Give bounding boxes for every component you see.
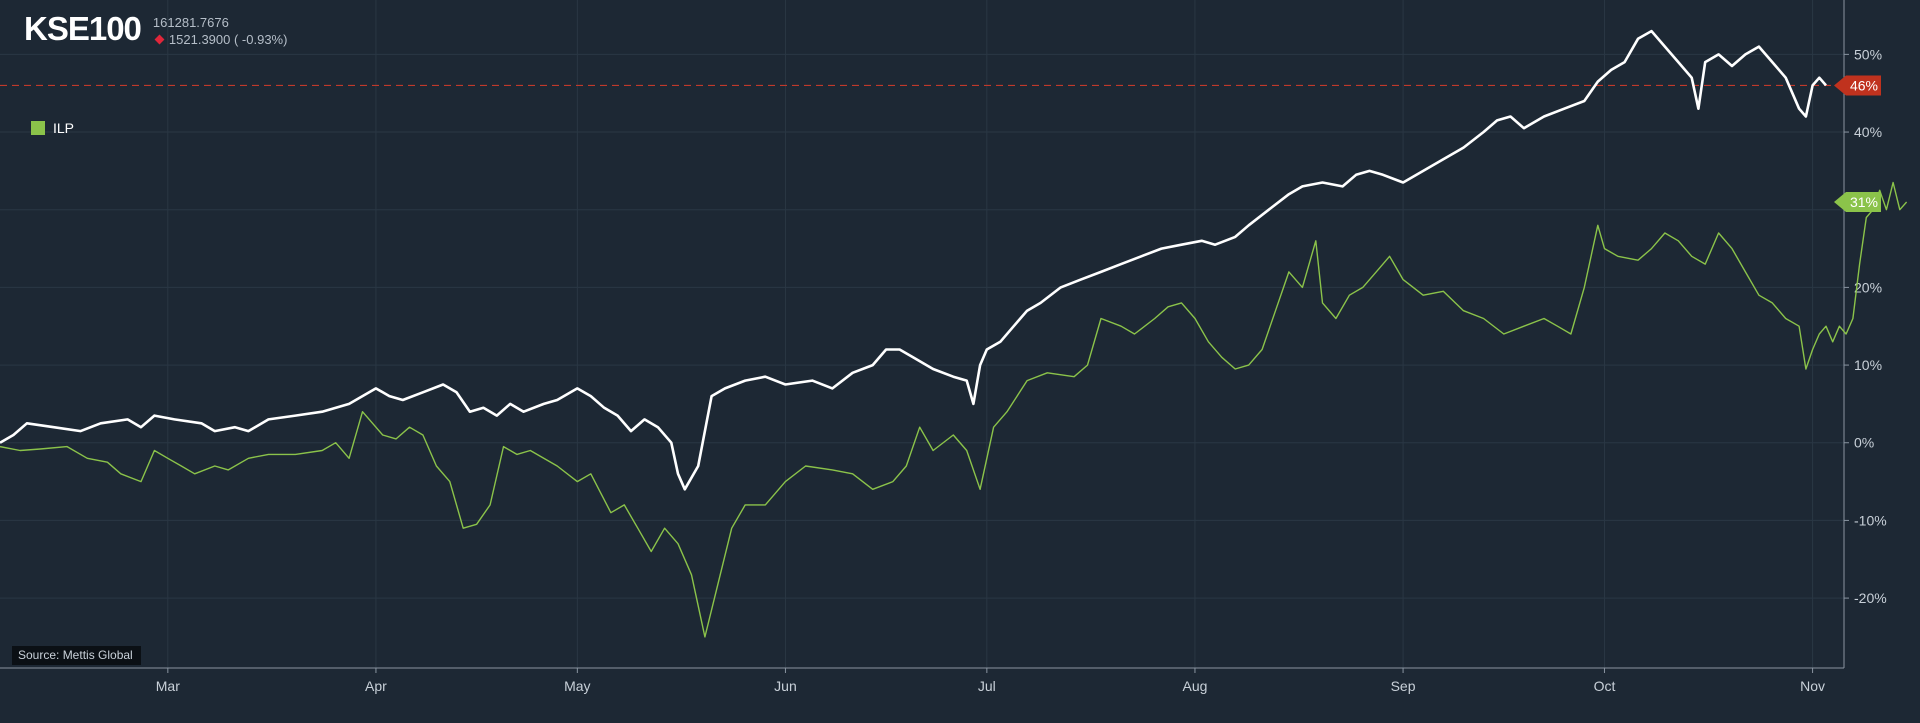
y-tick-label: 20% xyxy=(1854,279,1882,295)
down-arrow-icon xyxy=(154,34,165,45)
y-tick-label: 10% xyxy=(1854,357,1882,373)
y-tick-label: -10% xyxy=(1854,512,1887,528)
x-tick-label: Nov xyxy=(1800,678,1825,694)
change-value: 1521.3900 ( -0.93%) xyxy=(168,32,288,47)
last-value: 161281.7676 xyxy=(152,15,229,30)
chart-header: KSE100 161281.7676 1521.3900 ( -0.93%) xyxy=(24,10,287,48)
y-tick-label: 40% xyxy=(1854,124,1882,140)
x-tick-label: Mar xyxy=(156,678,180,694)
x-tick-label: Apr xyxy=(365,678,387,694)
legend[interactable]: ILP xyxy=(31,120,74,136)
legend-swatch-ilp xyxy=(31,121,45,135)
y-tick-label: 50% xyxy=(1854,46,1882,62)
y-tick-label: -20% xyxy=(1854,590,1887,606)
x-tick-label: May xyxy=(564,678,590,694)
x-tick-label: Jul xyxy=(978,678,996,694)
y-tick-label: 0% xyxy=(1854,435,1874,451)
ilp-badge-label: 31% xyxy=(1850,194,1878,210)
x-tick-label: Sep xyxy=(1391,678,1416,694)
ilp-badge xyxy=(1834,191,1881,212)
kse100-badge-label: 46% xyxy=(1850,77,1878,93)
source-note: Source: Mettis Global xyxy=(12,646,141,665)
x-tick-label: Oct xyxy=(1594,678,1616,694)
change-row: 1521.3900 ( -0.93%) xyxy=(153,31,288,48)
x-tick-label: Jun xyxy=(774,678,797,694)
x-tick-label: Aug xyxy=(1182,678,1207,694)
kse100-badge xyxy=(1834,75,1881,96)
ticker-symbol: KSE100 xyxy=(24,10,142,47)
quote-block: 161281.7676 1521.3900 ( -0.93%) xyxy=(153,14,288,48)
series-line-ilp xyxy=(0,181,1908,638)
legend-label-ilp: ILP xyxy=(53,120,75,136)
series-line-kse100 xyxy=(0,29,1827,491)
